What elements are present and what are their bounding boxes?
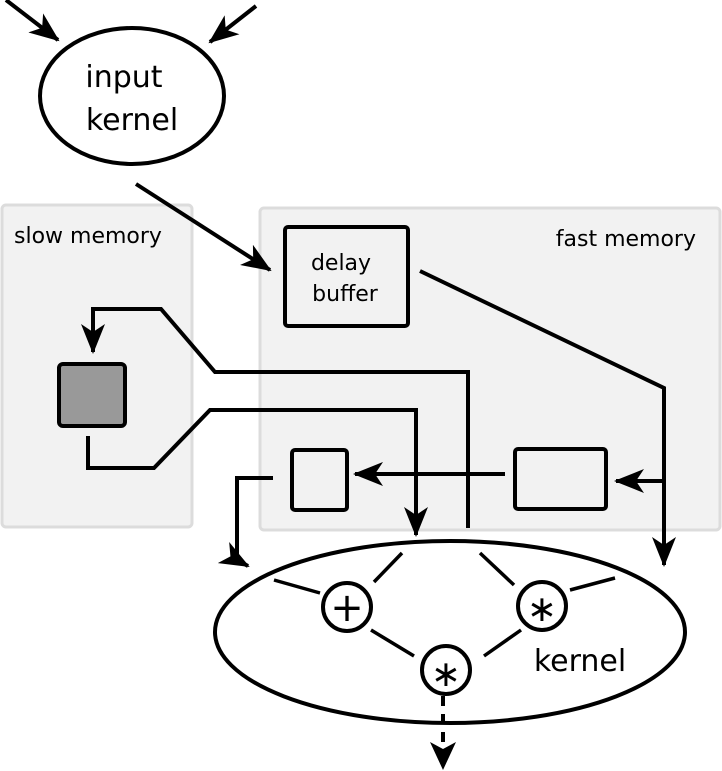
delay-buffer-label-line1: delay [311, 251, 371, 276]
fast-memory-small-box [290, 448, 349, 512]
times-op-symbol-bottom: ∗ [431, 654, 461, 695]
plus-op-symbol: + [330, 585, 364, 631]
fast-memory-wide-box [513, 447, 608, 511]
slow-memory-block [57, 362, 127, 428]
input-kernel-label-line2: kernel [86, 103, 178, 138]
input-kernel-node [38, 26, 226, 166]
kernel-edge [370, 628, 415, 658]
input-arrow-left [4, 0, 60, 42]
kernel-edge [372, 551, 404, 584]
output-arrowhead [430, 742, 456, 770]
arrow-small-box-to-kernel [217, 476, 273, 568]
arrow-fast-to-slow-memory [81, 307, 470, 528]
arrow-input-to-delay-buffer [134, 182, 272, 272]
delay-buffer-label-line2: buffer [312, 282, 379, 307]
kernel-edge [569, 576, 616, 592]
fast-memory-label: fast memory [556, 227, 696, 252]
arrow-delay-buffer-to-kernel [419, 269, 676, 567]
input-kernel-label-line1: input [85, 60, 162, 95]
times-op-symbol-right: ∗ [527, 589, 557, 630]
kernel-edge [478, 551, 516, 587]
times-op-node-right [516, 580, 568, 632]
arrow-slow-memory-to-kernel [86, 408, 428, 537]
kernel-edge [273, 578, 321, 595]
delay-buffer-box [283, 225, 410, 328]
plus-op-node [321, 581, 373, 633]
input-arrow-right [208, 4, 258, 44]
kernel-edge [482, 628, 523, 658]
kernel-node [213, 539, 687, 725]
slow-memory-label: slow memory [14, 224, 162, 249]
times-op-node-bottom [420, 644, 472, 696]
kernel-label: kernel [534, 644, 626, 679]
